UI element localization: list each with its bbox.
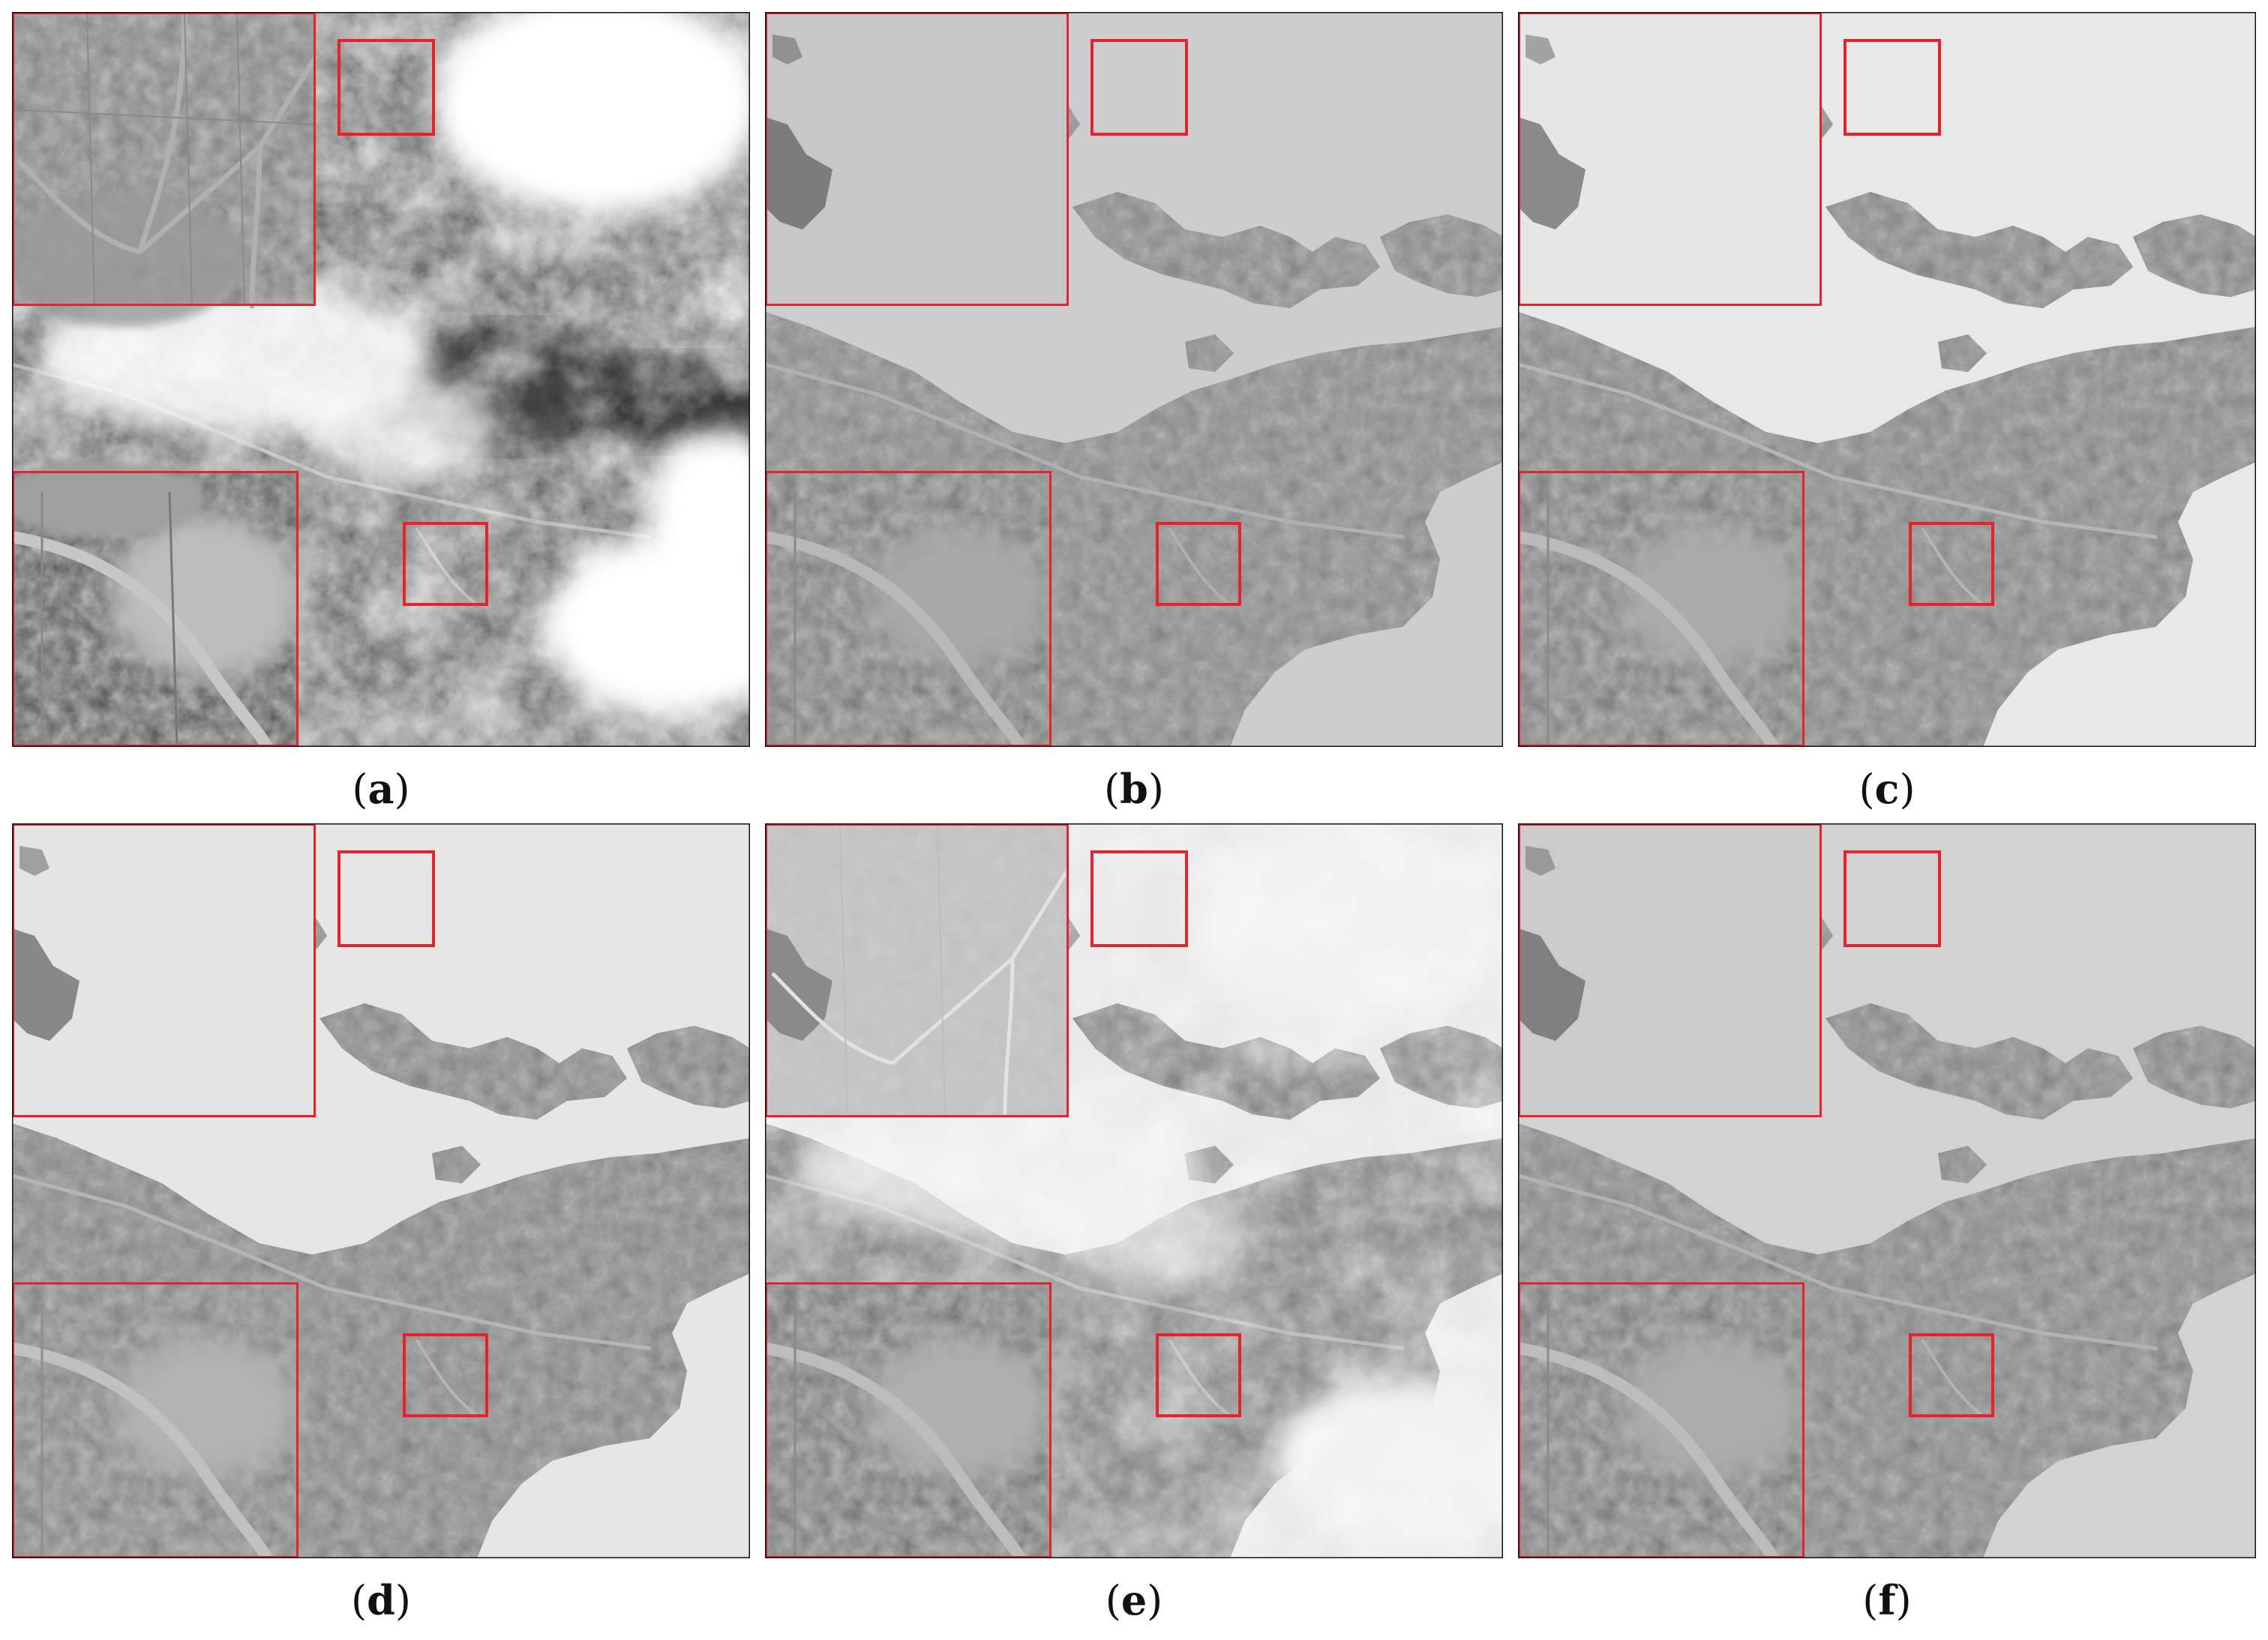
panel-f <box>1518 823 2256 1558</box>
inset-bottom-left <box>1518 1282 1804 1558</box>
inset-top-left <box>12 12 319 327</box>
inset-bottom-left <box>12 462 304 747</box>
highlight-box-top <box>1090 850 1188 947</box>
highlight-box-bottom <box>403 1333 488 1417</box>
highlight-box-bottom <box>1909 522 1994 606</box>
highlight-box-top <box>338 39 435 136</box>
caption-c: (c) <box>1858 765 1916 813</box>
highlight-box-bottom <box>1909 1333 1994 1417</box>
panel-e-image <box>765 823 1503 1558</box>
highlight-box-top <box>338 850 435 947</box>
panel-a-image <box>12 12 750 747</box>
panel-d <box>12 823 750 1558</box>
inset-top-left <box>1518 12 1822 306</box>
caption-d: (d) <box>351 1576 411 1624</box>
panel-a <box>12 12 750 747</box>
panel-c <box>1518 12 2256 747</box>
inset-bottom-left <box>1518 471 1804 747</box>
highlight-box-bottom <box>403 522 488 606</box>
highlight-box-bottom <box>1156 522 1241 606</box>
panel-d-image <box>12 823 750 1558</box>
highlight-box-top <box>1844 39 1941 136</box>
caption-e: (e) <box>1105 1576 1163 1624</box>
inset-top-left <box>1518 823 1822 1117</box>
inset-bottom-left <box>12 1282 298 1558</box>
caption-f: (f) <box>1862 1576 1912 1624</box>
panel-b-image <box>765 12 1503 747</box>
inset-top-left <box>12 823 316 1117</box>
panel-c-image <box>1518 12 2256 747</box>
inset-top-left <box>765 823 1071 1118</box>
inset-bottom-left <box>765 1282 1052 1558</box>
panel-e <box>765 823 1503 1558</box>
highlight-box-top <box>1844 850 1941 947</box>
caption-a: (a) <box>352 765 410 813</box>
highlight-box-bottom <box>1156 1333 1241 1417</box>
highlight-box-top <box>1090 39 1188 136</box>
panel-b <box>765 12 1503 747</box>
inset-top-left <box>765 12 1069 306</box>
panel-f-image <box>1518 823 2256 1558</box>
caption-b: (b) <box>1104 765 1164 813</box>
inset-bottom-left <box>765 471 1052 747</box>
